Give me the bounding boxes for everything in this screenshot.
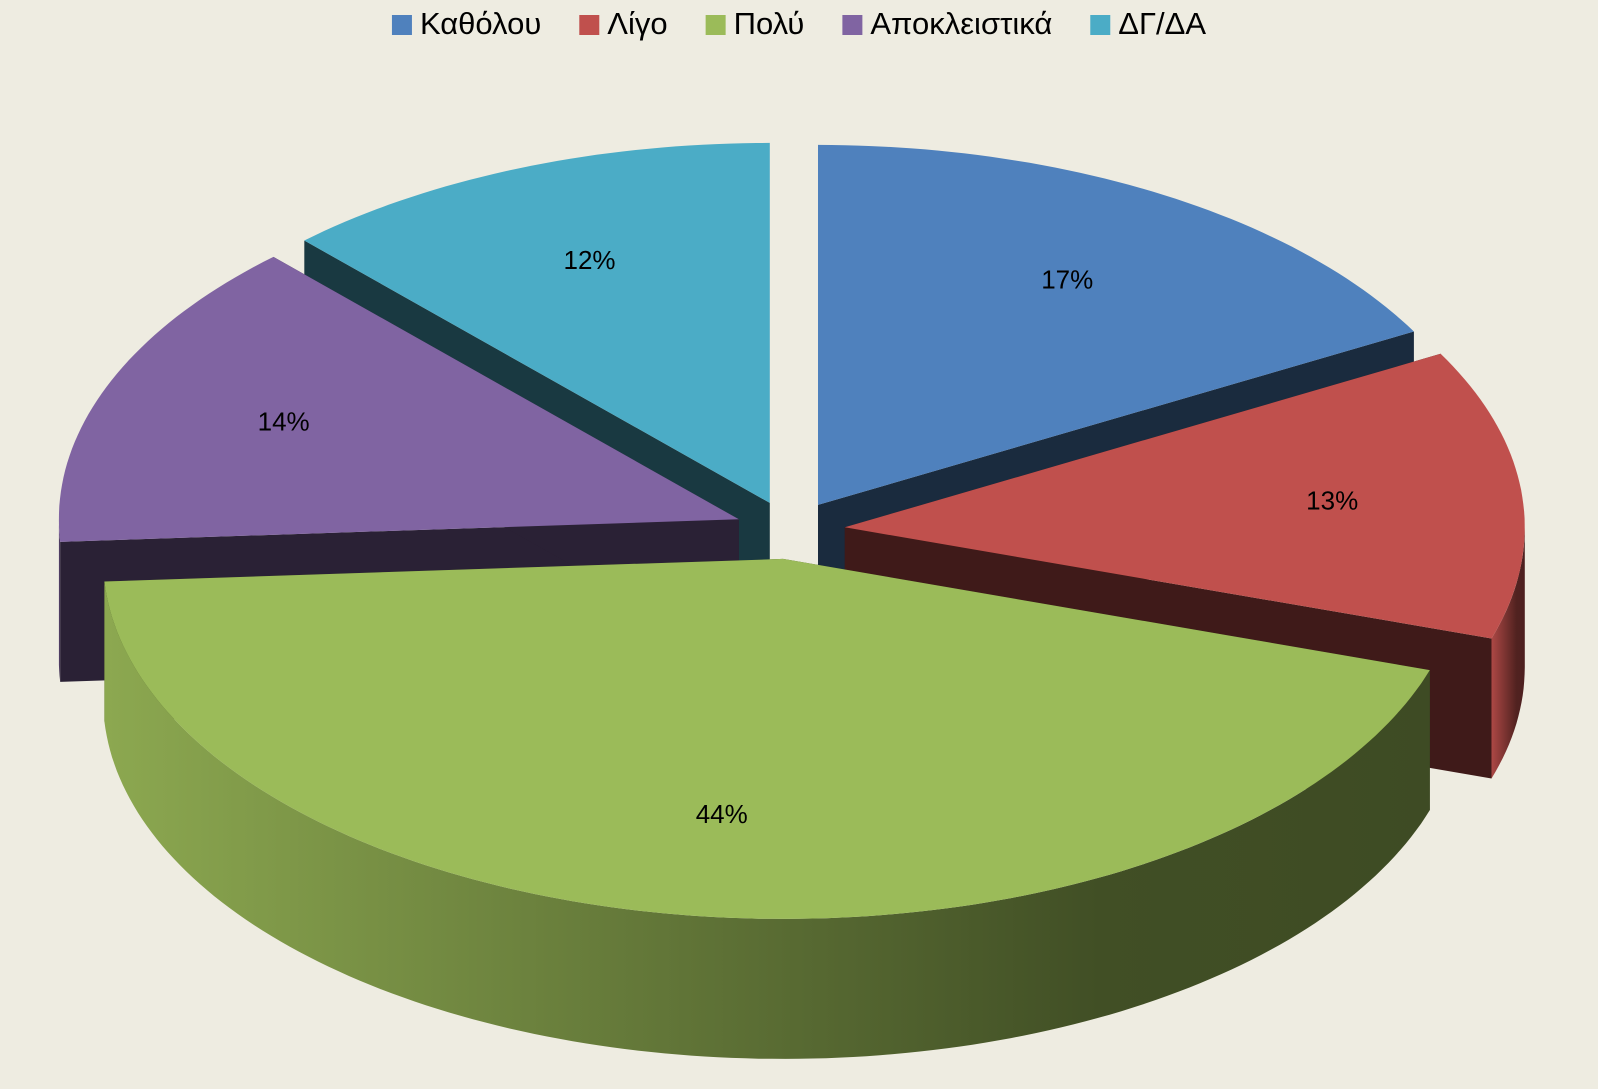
data-label: 44% [696, 799, 748, 829]
data-label: 17% [1041, 265, 1093, 295]
data-label: 12% [563, 245, 615, 275]
legend-swatch [705, 15, 726, 35]
slice-wall [104, 581, 1430, 1059]
slice-top [104, 558, 1430, 919]
slice-top [844, 353, 1525, 639]
slice-wall [58, 519, 61, 682]
slice-top [818, 144, 1414, 505]
slice [104, 558, 1430, 1059]
legend: Καθόλου Λίγο Πολύ Αποκλειστικά ΔΓ/ΔΑ [391, 6, 1206, 41]
legend-label: Καθόλου [420, 6, 541, 41]
slice-top [58, 256, 739, 542]
legend-label: Αποκλειστικά [870, 6, 1052, 41]
legend-label: ΔΓ/ΔΑ [1118, 6, 1206, 41]
legend-label: Πολύ [734, 6, 805, 41]
legend-swatch [391, 15, 412, 35]
legend-label: Λίγο [607, 6, 667, 41]
slice-top [304, 142, 770, 503]
data-label: 13% [1306, 486, 1358, 516]
slice-wall [1491, 527, 1525, 779]
legend-swatch [1090, 15, 1111, 35]
data-label: 14% [258, 407, 310, 437]
legend-swatch [579, 15, 600, 35]
legend-swatch [842, 15, 863, 35]
pie: 17% 13% 44% 14% 12% [58, 142, 1525, 1059]
